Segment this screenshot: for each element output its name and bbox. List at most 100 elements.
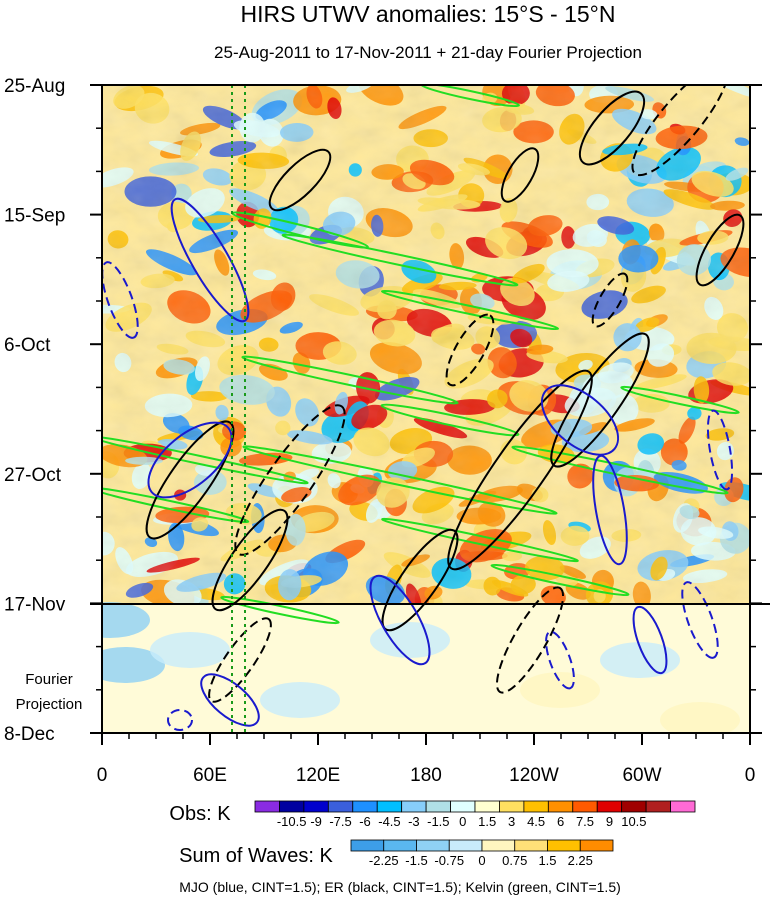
obs-colorbar-swatch (499, 800, 525, 813)
kelvin-contour (620, 385, 740, 415)
mjo-contour (200, 673, 260, 727)
waves-colorbar-swatch (416, 839, 450, 852)
obs-colorbar-tick: -7.5 (329, 814, 351, 829)
mjo-contour (102, 261, 139, 339)
y-tick-label: 17-Nov (4, 594, 66, 615)
obs-colorbar-tick: -1.5 (427, 814, 449, 829)
kelvin-contour (281, 233, 519, 287)
er-contour (208, 617, 272, 703)
obs-colorbar-swatch (596, 800, 623, 813)
er-contour (268, 148, 332, 212)
kelvin-contour (511, 445, 729, 495)
waves-colorbar-tick: 0 (478, 853, 485, 868)
x-axis: 0 60E 120E 180 120W 60W 0 (97, 733, 756, 786)
er-contour (578, 90, 646, 166)
x-tick-label: 0 (97, 765, 108, 786)
x-tick-label: 120E (296, 765, 340, 786)
waves-colorbar: Sum of Waves: K -2.25 -1.5 -0.75 0 0.75 1.5 2.… (179, 839, 614, 868)
obs-colorbar-swatch (327, 800, 354, 813)
field-texture (102, 85, 750, 605)
y-tick-label: 6-Oct (4, 335, 51, 356)
kelvin-contour (380, 403, 520, 437)
kelvin-contour (420, 85, 520, 108)
waves-colorbar-label: Sum of Waves: K (179, 845, 333, 867)
kelvin-contour (220, 595, 340, 625)
obs-colorbar-tick: -6 (359, 814, 371, 829)
mjo-contour (632, 605, 668, 675)
footnote: MJO (blue, CINT=1.5); ER (black, CINT=1.… (179, 879, 621, 895)
obs-colorbar: Obs: K -10.5 -9 -7.5 -6 -4.5 -3 -1.5 0 1.5 3 4.5 6 7… (169, 800, 696, 829)
obs-colorbar-tick: 1.5 (478, 814, 496, 829)
projection-cell (660, 702, 740, 733)
chart-subtitle: 25-Aug-2011 to 17-Nov-2011 + 21-day Four… (214, 43, 642, 62)
waves-colorbar-swatch (448, 839, 483, 852)
waves-colorbar-tick: 0.75 (502, 853, 527, 868)
waves-colorbar-tick: 1.5 (538, 853, 556, 868)
obs-colorbar-tick: 3 (508, 814, 515, 829)
waves-colorbar-tick: 2.25 (568, 853, 593, 868)
er-contour (145, 420, 235, 540)
er-contour (495, 586, 565, 694)
waves-colorbar-tick: -0.75 (434, 853, 464, 868)
obs-colorbar-swatch (425, 800, 451, 813)
er-contour (445, 313, 495, 387)
waves-colorbar-swatch (383, 839, 417, 852)
obs-colorbar-swatch (376, 800, 403, 813)
mjo-contour (681, 581, 719, 659)
waves-colorbar-tick: -1.5 (405, 853, 427, 868)
kelvin-contour (242, 445, 558, 515)
obs-colorbar-swatch (670, 800, 696, 813)
x-tick-label: 0 (745, 765, 756, 786)
waves-colorbar-swatch (547, 839, 581, 852)
projection-label-line1: Fourier (25, 671, 73, 688)
er-contour (631, 85, 729, 177)
plot-area (102, 85, 750, 733)
mjo-contour (706, 409, 734, 491)
x-tick-label: 60W (622, 765, 661, 786)
obs-colorbar-tick: -3 (408, 814, 420, 829)
obs-colorbar-swatch (474, 800, 500, 813)
projection-cell (260, 682, 340, 718)
mjo-contour (369, 574, 431, 666)
y-tick-label: 25-Aug (4, 76, 65, 97)
projection-cell (150, 632, 230, 668)
obs-colorbar-tick: 7.5 (576, 814, 594, 829)
obs-colorbar-label: Obs: K (169, 803, 231, 825)
obs-colorbar-swatch (303, 800, 329, 813)
mjo-contour (545, 630, 575, 690)
er-contour (234, 404, 346, 556)
obs-colorbar-tick: 9 (606, 814, 613, 829)
obs-colorbar-swatch (547, 800, 574, 813)
x-tick-label: 180 (410, 765, 442, 786)
obs-colorbar-swatch (450, 800, 476, 813)
kelvin-contour (102, 435, 309, 485)
obs-colorbar-tick: -4.5 (378, 814, 400, 829)
waves-colorbar-swatch (350, 839, 385, 852)
projection-cell (102, 602, 150, 638)
mjo-contour (170, 197, 250, 323)
obs-colorbar-tick: 0 (459, 814, 466, 829)
y-tick-label: 8-Dec (4, 724, 55, 745)
kelvin-contours (102, 85, 740, 625)
projection-label-line2: Projection (16, 696, 83, 713)
mjo-contour (540, 384, 620, 456)
obs-colorbar-swatch (352, 800, 378, 813)
er-contour (695, 213, 745, 287)
projection-cell (370, 622, 450, 658)
obs-colorbar-tick: -10.5 (277, 814, 307, 829)
mjo-contours (102, 197, 734, 731)
mjo-contour (167, 709, 193, 731)
x-tick-label: 120W (509, 765, 559, 786)
obs-colorbar-tick: 10.5 (621, 814, 646, 829)
er-contour (447, 369, 593, 571)
kelvin-contour (241, 355, 459, 405)
kelvin-contour (381, 517, 579, 563)
obs-colorbar-swatch (279, 800, 305, 813)
er-contour (211, 508, 289, 612)
obs-colorbar-swatch (621, 800, 647, 813)
y-tick-label: 27-Oct (4, 465, 62, 486)
obs-colorbar-tick: -9 (310, 814, 322, 829)
waves-colorbar-tick: -2.25 (369, 853, 399, 868)
x-tick-label: 60E (193, 765, 227, 786)
projection-cell (102, 647, 165, 683)
